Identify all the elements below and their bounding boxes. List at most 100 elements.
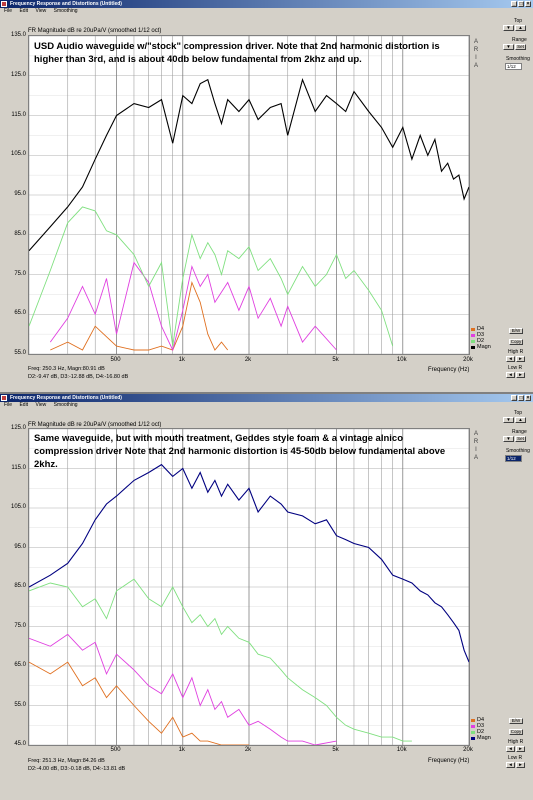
- high-r-right-button[interactable]: ►: [516, 356, 525, 362]
- legend-label: D2: [477, 729, 485, 735]
- y-tick-label: 95.0: [14, 543, 26, 550]
- low-r-right-button[interactable]: ►: [516, 372, 525, 378]
- legend-swatch: [471, 718, 475, 722]
- bw-button[interactable]: B/W: [509, 718, 523, 724]
- range-down-button[interactable]: ▼: [503, 44, 514, 50]
- legend-item-magn[interactable]: Magn: [471, 735, 491, 741]
- maximize-icon[interactable]: □: [518, 1, 524, 7]
- high-r-left-button[interactable]: ◄: [506, 356, 515, 362]
- series-line-d3: [49, 261, 337, 352]
- app-icon: [1, 1, 7, 7]
- series-line-d4: [29, 661, 249, 745]
- y-tick-label: 85.0: [14, 230, 26, 237]
- title-bar: Frequency Response and Distortions (Unti…: [0, 0, 533, 8]
- top-down-button[interactable]: ▼: [503, 417, 514, 423]
- menu-edit[interactable]: Edit: [19, 402, 29, 408]
- x-tick-label: 5k: [332, 747, 339, 753]
- menu-file[interactable]: File: [4, 8, 13, 14]
- app-icon: [1, 395, 7, 401]
- y-tick-label: 55.0: [14, 701, 26, 708]
- maximize-icon[interactable]: □: [518, 395, 524, 401]
- x-tick-label: 500: [110, 357, 121, 363]
- chart-svg: [29, 36, 469, 354]
- y-tick-label: 105.0: [10, 504, 26, 510]
- legend-swatch: [471, 724, 475, 728]
- x-tick-label: 2k: [244, 357, 252, 363]
- y-tick-label: 135.0: [10, 32, 26, 38]
- close-icon[interactable]: ×: [525, 395, 531, 401]
- set-button[interactable]: Set: [515, 436, 526, 442]
- low-r-left-button[interactable]: ◄: [506, 762, 515, 768]
- minimize-icon[interactable]: _: [511, 395, 517, 401]
- low-r-label: Low R: [508, 755, 523, 761]
- legend-item-d4[interactable]: D4: [471, 326, 491, 332]
- low-r-right-button[interactable]: ►: [516, 762, 525, 768]
- y-tick-label: 75.0: [14, 270, 26, 277]
- y-tick-label: 45.0: [14, 741, 26, 747]
- menu-file[interactable]: File: [4, 402, 13, 408]
- chart-title: FR Magnitude dB re 20uPa/V (smoothed 1/1…: [28, 422, 162, 428]
- menu-edit[interactable]: Edit: [19, 8, 29, 14]
- menu-view[interactable]: View: [35, 8, 47, 14]
- legend-item-magn[interactable]: Magn: [471, 344, 491, 350]
- high-r-label: High R: [508, 349, 524, 355]
- window-title: Frequency Response and Distortions (Unti…: [10, 1, 122, 7]
- top-label: Top: [514, 18, 523, 24]
- x-axis-title: Frequency (Hz): [428, 758, 470, 764]
- y-tick-label: 125.0: [10, 425, 26, 431]
- top-up-button[interactable]: ▲: [515, 25, 526, 31]
- x-axis-title: Frequency (Hz): [428, 367, 470, 373]
- cursor-readout-distortion: D2:-9.47 dB, D3:-12.88 dB, D4:-16.80 dB: [28, 374, 129, 380]
- legend-item-d3[interactable]: D3: [471, 332, 491, 338]
- set-button[interactable]: Set: [515, 44, 526, 50]
- high-r-right-button[interactable]: ►: [516, 746, 525, 752]
- title-bar: Frequency Response and Distortions (Unti…: [0, 394, 533, 402]
- legend-swatch: [471, 345, 475, 349]
- smoothing-select[interactable]: 1/12: [505, 63, 522, 70]
- y-tick-label: 125.0: [10, 71, 26, 78]
- high-r-left-button[interactable]: ◄: [506, 746, 515, 752]
- low-r-left-button[interactable]: ◄: [506, 372, 515, 378]
- menu-bar: File Edit View Smoothing: [0, 402, 533, 409]
- x-tick-label: 1k: [178, 357, 185, 363]
- copy-button[interactable]: Copy: [509, 339, 523, 345]
- legend-item-d2[interactable]: D2: [471, 338, 491, 344]
- legend-item-d2[interactable]: D2: [471, 729, 491, 735]
- smoothing-label: Smoothing: [506, 448, 530, 454]
- range-label: Range: [512, 429, 527, 435]
- bw-button[interactable]: B/W: [509, 328, 523, 334]
- series-line-d3: [29, 633, 337, 745]
- x-tick-label: 20k: [463, 747, 473, 753]
- top-down-button[interactable]: ▼: [503, 25, 514, 31]
- copy-button[interactable]: Copy: [509, 729, 523, 735]
- series-line-d2: [29, 578, 412, 742]
- smoothing-label: Smoothing: [506, 56, 530, 62]
- legend-label: D4: [477, 326, 485, 332]
- menu-smoothing[interactable]: Smoothing: [53, 402, 78, 408]
- legend-swatch: [471, 730, 475, 734]
- smoothing-select[interactable]: 1/12: [505, 455, 522, 462]
- legend-label: D2: [477, 338, 485, 344]
- high-r-label: High R: [508, 739, 524, 745]
- plot-area[interactable]: [28, 428, 470, 746]
- range-down-button[interactable]: ▼: [503, 436, 514, 442]
- plot-area[interactable]: [28, 35, 470, 355]
- y-tick-label: 95.0: [14, 191, 26, 197]
- low-r-label: Low R: [508, 365, 523, 371]
- y-tick-label: 55.0: [14, 350, 26, 356]
- legend-item-d4[interactable]: D4: [471, 717, 491, 723]
- legend-label: Magn: [477, 735, 491, 741]
- top-up-button[interactable]: ▲: [515, 417, 526, 423]
- menu-smoothing[interactable]: Smoothing: [53, 8, 78, 14]
- legend-item-d3[interactable]: D3: [471, 723, 491, 729]
- chart-svg: [29, 429, 469, 745]
- window-title: Frequency Response and Distortions (Unti…: [10, 395, 122, 401]
- close-icon[interactable]: ×: [525, 1, 531, 7]
- annotation-text: USD Audio waveguide w/"stock" compressio…: [34, 41, 440, 65]
- menu-view[interactable]: View: [35, 402, 47, 408]
- chart-title: FR Magnitude dB re 20uPa/V (smoothed 1/1…: [28, 28, 162, 34]
- y-tick-label: 115.0: [11, 464, 26, 471]
- series-line-magn: [29, 77, 469, 252]
- minimize-icon[interactable]: _: [511, 1, 517, 7]
- legend-label: D3: [477, 723, 485, 729]
